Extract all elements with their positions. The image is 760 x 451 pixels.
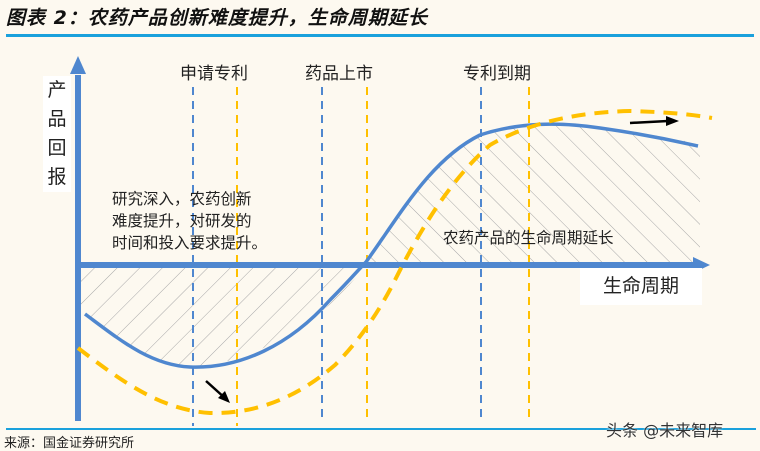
x-axis-label: 生命周期 (580, 268, 702, 305)
milestone-label-market-launch: 药品上市 (305, 64, 373, 84)
original-return-curve (83, 122, 699, 369)
milestone-label-patent-expiry: 专利到期 (463, 64, 531, 84)
y-axis-arrow-icon (70, 56, 86, 74)
title-rule (6, 34, 754, 37)
source-text: 来源：国金证券研究所 (4, 436, 135, 451)
note-line: 研究深入，农药创新 (112, 190, 252, 208)
positive-area-hatch (366, 124, 700, 265)
milestone-label-patent-filing: 申请专利 (180, 64, 248, 84)
lifecycle-extended-note: 农药产品的生命周期延长 (443, 229, 614, 247)
rd-difficulty-note: 研究深入，农药创新 难度提升，对研发的 时间和投入要求提升。 (112, 188, 267, 254)
note-line: 时间和投入要求提升。 (112, 234, 268, 252)
shift-right-arrow-icon (629, 116, 679, 126)
source-rule (6, 428, 756, 430)
extended-return-curve (76, 108, 713, 416)
figure-title: 图表 2：农药产品创新难度提升，生命周期延长 (6, 7, 428, 29)
milestone-lines (192, 87, 530, 426)
shift-down-arrow-icon (205, 380, 230, 403)
negative-area-hatch (79, 265, 366, 367)
y-axis-label: 产品回报 (43, 76, 71, 192)
watermark: 头条 @未来智库 (606, 421, 724, 440)
note-line: 难度提升，对研发的 (112, 212, 252, 230)
